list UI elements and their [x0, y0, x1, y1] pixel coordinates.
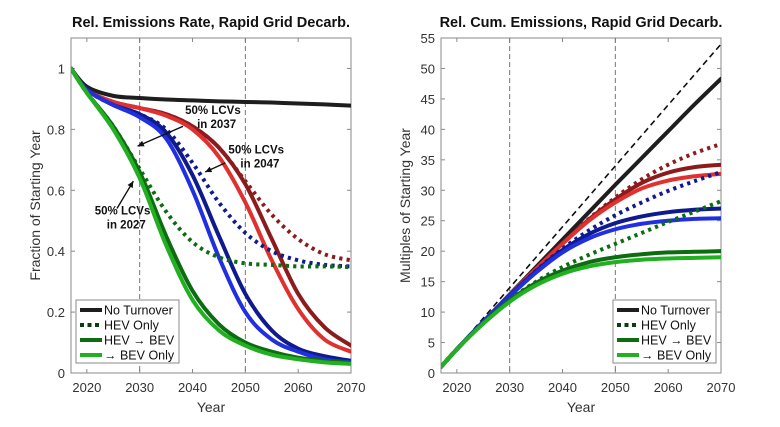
legend-label: → BEV Only [104, 349, 175, 363]
y-axis-label: Fraction of Starting Year [27, 130, 43, 281]
annotation: 50% LCVs in 2047 [204, 145, 284, 173]
x-tick-label: 2040 [178, 380, 207, 395]
legend-label: No Turnover [104, 304, 173, 318]
legend-label: HEV → BEV [641, 334, 712, 348]
chart-title: Rel. Cum. Emissions, Rapid Grid Decarb. [440, 15, 723, 31]
x-tick-label: 2070 [337, 380, 366, 395]
y-tick-label: 0.6 [47, 183, 65, 198]
legend-label: HEV Only [641, 319, 697, 333]
annotation-text: 50% LCVs [228, 145, 284, 157]
annotation-arrow [137, 125, 184, 147]
arrowhead-icon [205, 166, 213, 173]
annotation-text: in 2027 [107, 220, 146, 232]
x-tick-label: 2040 [548, 380, 577, 395]
y-tick-label: 15 [421, 275, 435, 290]
y-tick-label: 50 [421, 61, 435, 76]
legend-label: → BEV Only [641, 349, 712, 363]
y-axis-label: Multiples of Starting Year [397, 128, 413, 283]
x-tick-label: 2060 [654, 380, 683, 395]
series-line-bev-only-2027 [71, 66, 351, 366]
y-tick-label: 0.4 [47, 244, 65, 259]
x-axis-label: Year [197, 399, 226, 415]
annotation: 50% LCVs in 2037 [137, 105, 241, 147]
legend-label: No Turnover [641, 304, 710, 318]
annotation: 50% LCVs in 2027 [95, 180, 151, 232]
chart-title: Rel. Emissions Rate, Rapid Grid Decarb. [72, 15, 350, 31]
x-tick-label: 2050 [231, 380, 260, 395]
y-tick-label: 25 [421, 214, 435, 229]
annotation-text: 50% LCVs [95, 206, 151, 218]
series-line-bev-only-2037 [71, 66, 351, 365]
series-group [71, 66, 351, 366]
y-tick-label: 1 [58, 61, 65, 76]
annotation-text: in 2037 [197, 119, 236, 131]
y-tick-label: 30 [421, 183, 435, 198]
series-line-hev-only-2027 [441, 199, 721, 369]
cumulative-emissions-chart: Rel. Cum. Emissions, Rapid Grid Decarb. … [397, 15, 735, 415]
series-line-bev-only-2047 [71, 66, 351, 354]
arrowhead-icon [127, 181, 134, 189]
y-tick-label: 0.2 [47, 305, 65, 320]
y-tick-label: 35 [421, 153, 435, 168]
y-tick-label: 0 [428, 366, 435, 381]
x-tick-label: 2030 [495, 380, 524, 395]
annotation-text: in 2047 [240, 159, 279, 171]
x-tick-label: 2020 [442, 380, 471, 395]
x-tick-label: 2050 [601, 380, 630, 395]
y-tick-label: 20 [421, 244, 435, 259]
x-tick-label: 2020 [72, 380, 101, 395]
series-line-reference-constant-rate [441, 43, 721, 368]
emissions-rate-chart: Rel. Emissions Rate, Rapid Grid Decarb. … [27, 15, 365, 415]
annotation-text: 50% LCVs [185, 105, 241, 117]
legend-label: HEV Only [104, 319, 160, 333]
x-tick-label: 2070 [707, 380, 736, 395]
legend-label: HEV → BEV [104, 334, 175, 348]
y-tick-label: 45 [421, 92, 435, 107]
x-tick-label: 2030 [125, 380, 154, 395]
series-group [441, 43, 721, 369]
series-line-no-turnover [71, 66, 351, 108]
y-tick-label: 55 [421, 31, 435, 46]
y-tick-label: 10 [421, 305, 435, 320]
series-line-bev-only-2027 [441, 255, 721, 369]
y-tick-label: 0 [58, 366, 65, 381]
y-tick-label: 5 [428, 336, 435, 351]
arrowhead-icon [137, 140, 145, 147]
x-tick-label: 2060 [284, 380, 313, 395]
x-axis-label: Year [567, 399, 596, 415]
y-tick-label: 0.8 [47, 122, 65, 137]
y-tick-label: 40 [421, 122, 435, 137]
